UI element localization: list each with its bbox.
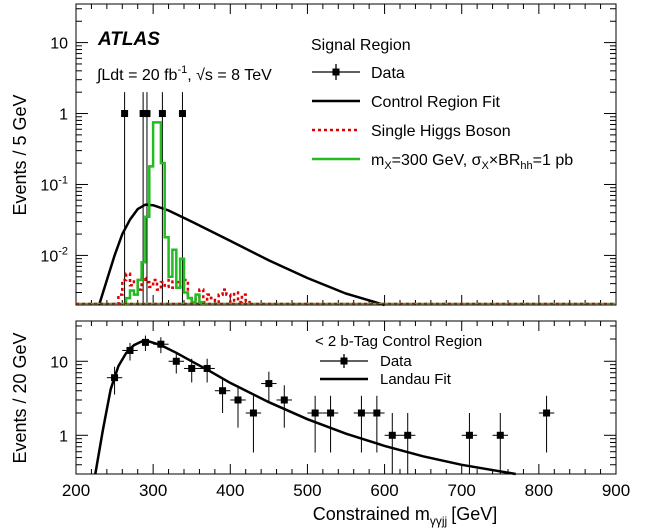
x-tick-label: 700 <box>448 481 476 500</box>
top-legend: Signal Region Data Control Region Fit Si… <box>311 37 573 172</box>
top-y-tick-label: 10 <box>50 36 68 53</box>
top-series <box>76 92 616 307</box>
bottom-legend-data-marker <box>340 357 348 365</box>
bottom-legend-entry-landau: Landau Fit <box>320 371 452 388</box>
bottom-legend-header: < 2 b-Tag Control Region <box>315 333 482 350</box>
atlas-label: ATLAS <box>97 29 160 50</box>
legend-entry-control-fit: Control Region Fit <box>312 94 501 111</box>
top-data-point <box>158 110 166 118</box>
top-plot-frame <box>75 3 617 306</box>
bottom-data-point <box>404 431 412 439</box>
bottom-data-point <box>465 431 473 439</box>
legend-control-fit-label: Control Region Fit <box>371 94 501 111</box>
legend-entry-signal: mX=300 GeV, σX×BRhh=1 pb <box>312 152 573 172</box>
bottom-data-point <box>265 380 273 388</box>
bottom-fit-curve <box>94 340 516 476</box>
bottom-axis-ticks <box>75 321 617 475</box>
x-tick-label: 200 <box>62 481 90 500</box>
legend-data-marker <box>332 68 340 76</box>
bottom-data-point <box>280 396 288 404</box>
bottom-data-point <box>327 409 335 417</box>
legend-single-higgs-label: Single Higgs Boson <box>371 123 511 140</box>
x-tick-label: 300 <box>139 481 167 500</box>
x-tick-label: 900 <box>602 481 630 500</box>
legend-data-label: Data <box>371 65 405 82</box>
bottom-data-point <box>373 409 381 417</box>
top-axis-ticks <box>75 4 617 306</box>
bottom-data-point <box>496 431 504 439</box>
top-data-point <box>139 110 147 118</box>
bottom-data-point <box>234 396 242 404</box>
x-tick-label: 400 <box>216 481 244 500</box>
bottom-y-tick-labels: 1 10 <box>50 354 68 445</box>
bottom-y-axis-label: Events / 20 GeV <box>10 332 30 463</box>
legend-signal-label: mX=300 GeV, σX×BRhh=1 pb <box>371 152 573 172</box>
bottom-data-point <box>543 409 551 417</box>
bottom-y-tick-label: 1 <box>59 428 68 445</box>
bottom-plot-frame <box>75 320 617 475</box>
x-tick-label: 600 <box>370 481 398 500</box>
top-data-point <box>178 110 186 118</box>
legend-entry-data: Data <box>312 64 405 82</box>
bottom-data-point <box>172 357 180 365</box>
bottom-data-point <box>311 409 319 417</box>
luminosity-label: ∫Ldt = 20 fb-1, √s = 8 TeV <box>96 64 272 84</box>
bottom-panel: 1 10 200 300 400 500 600 700 800 900 Events / 20… <box>10 320 630 500</box>
bottom-series <box>94 335 555 476</box>
bottom-y-tick-label: 10 <box>50 354 68 371</box>
top-y-tick-label: 1 <box>59 107 68 124</box>
x-tick-label: 800 <box>525 481 553 500</box>
bottom-legend: < 2 b-Tag Control Region Data Landau Fit <box>315 333 482 388</box>
top-panel: 10-2 10-1 1 10 Events / 5 GeV ATLAS ∫Ldt = … <box>10 3 617 307</box>
x-tick-labels: 200 300 400 500 600 700 800 900 <box>62 481 630 500</box>
top-y-tick-labels: 10-2 10-1 1 10 <box>40 36 68 266</box>
x-axis-label: Constrained mγγjj [GeV] <box>313 504 497 528</box>
top-fit-curve <box>97 203 385 307</box>
bottom-data-point <box>249 409 257 417</box>
top-y-axis-label: Events / 5 GeV <box>10 94 30 215</box>
bottom-legend-data-label: Data <box>380 353 412 370</box>
top-signal-histogram <box>124 121 205 305</box>
bottom-legend-landau-label: Landau Fit <box>380 371 452 388</box>
legend-entry-single-higgs: Single Higgs Boson <box>312 123 511 140</box>
top-legend-header: Signal Region <box>311 37 411 54</box>
top-data-point <box>143 110 151 118</box>
x-tick-label: 500 <box>293 481 321 500</box>
top-y-tick-label: 10-2 <box>40 245 68 265</box>
top-data-point <box>121 110 129 118</box>
bottom-data-point <box>357 409 365 417</box>
bottom-legend-entry-data: Data <box>320 353 412 370</box>
top-y-tick-label: 10-1 <box>40 174 68 194</box>
bottom-data-point <box>388 431 396 439</box>
bottom-data-point <box>219 387 227 395</box>
bottom-data-point <box>188 364 196 372</box>
